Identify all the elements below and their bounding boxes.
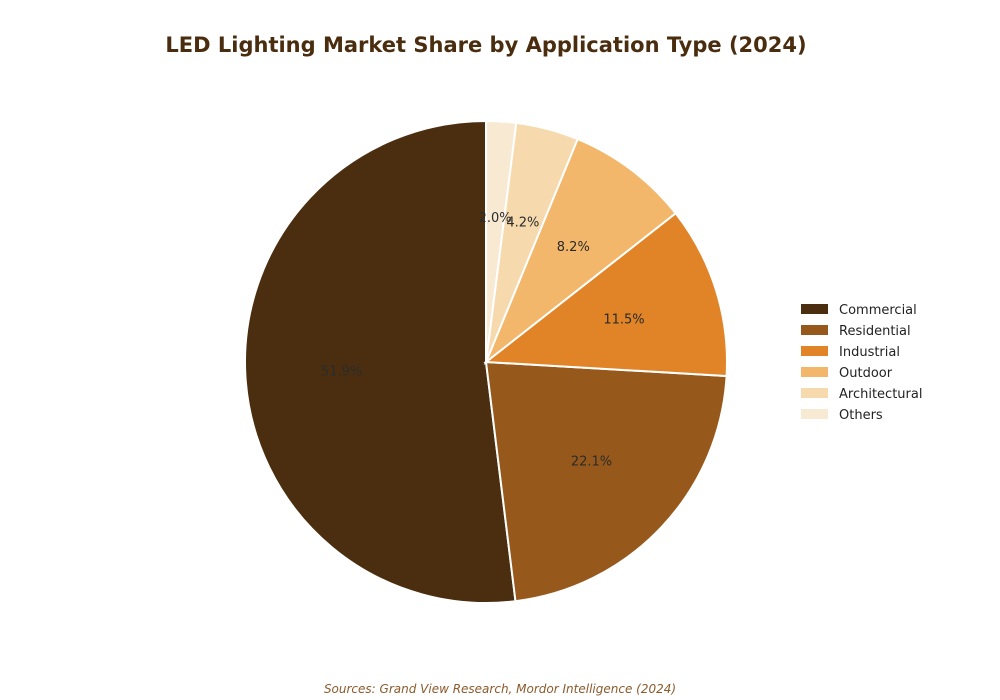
legend-label-commercial: Commercial [839,303,917,318]
percent-label-residential: 22.1% [571,454,612,469]
legend-swatch-residential [801,325,828,335]
legend-item-others: Others [801,408,883,423]
legend-item-outdoor: Outdoor [801,366,893,381]
pie-slice-outdoor [483,137,678,366]
pie-slice-industrial [483,211,728,378]
legend-label-others: Others [839,408,883,423]
legend: Commercial Residential Industrial Outdoor Ar… [801,303,922,423]
legend-swatch-others [801,409,828,419]
pie-slice-commercial [244,119,517,604]
legend-item-architectural: Architectural [801,387,922,402]
pie-slices [244,119,728,604]
pie-slice-others [485,119,518,363]
percent-labels: 51.9% 22.1% 11.5% 8.2% 4.2%2.0% [321,211,645,469]
legend-swatch-industrial [801,346,828,356]
legend-item-commercial: Commercial [801,303,917,318]
percent-label-commercial: 51.9% [321,364,362,379]
legend-label-industrial: Industrial [839,345,900,360]
legend-swatch-outdoor [801,367,828,377]
percent-label-architectural: 4.2% [506,216,539,231]
percent-label-others: 2.0% [479,211,512,226]
chart-title: LED Lighting Market Share by Application… [165,33,806,57]
pie-slice-residential [484,360,728,603]
legend-label-outdoor: Outdoor [839,366,893,381]
legend-item-residential: Residential [801,324,911,339]
legend-item-industrial: Industrial [801,345,900,360]
percent-label-industrial: 11.5% [603,312,644,327]
source-note: Sources: Grand View Research, Mordor Int… [324,682,676,696]
legend-swatch-commercial [801,304,828,314]
legend-swatch-architectural [801,388,828,398]
percent-label-outdoor: 8.2% [557,240,590,255]
legend-label-architectural: Architectural [839,387,922,402]
legend-label-residential: Residential [839,324,911,339]
